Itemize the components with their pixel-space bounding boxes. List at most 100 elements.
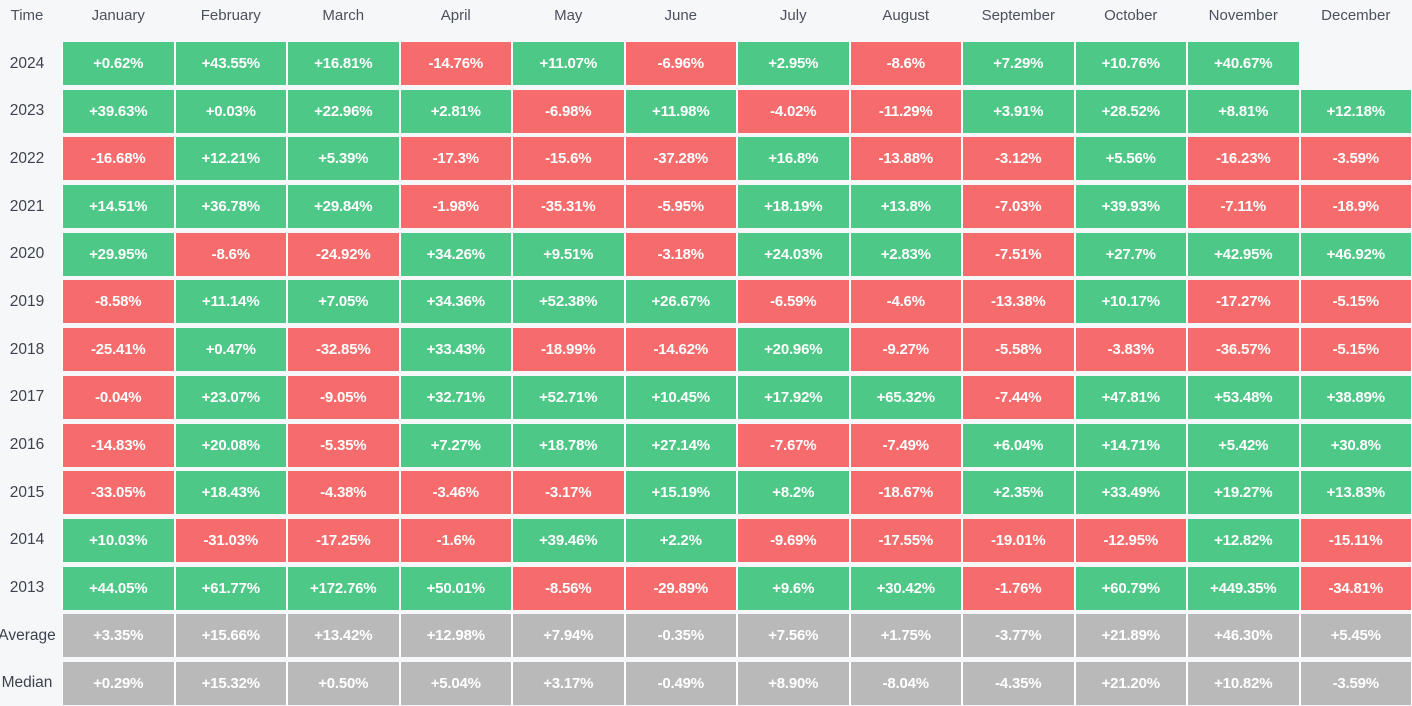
return-cell-2023-july: -4.02% <box>737 89 850 133</box>
return-cell-2019-may: +52.38% <box>512 280 625 324</box>
return-cell-2022-december: -3.59% <box>1299 137 1412 181</box>
row-label-2020: 2020 <box>9 245 45 263</box>
return-cell-2022-august: -13.88% <box>849 137 962 181</box>
return-cell-2024-april: -14.76% <box>399 42 512 85</box>
return-cell-2023-december: +12.18% <box>1299 89 1412 133</box>
table-row-2024: 2024 +0.62% +43.55% +16.81% -14.76% +11.07% -6… <box>0 42 1412 85</box>
return-cell-2017-august: +65.32% <box>849 375 962 419</box>
return-cell-2024-july: +2.95% <box>737 42 850 85</box>
return-cell-2018-august: -9.27% <box>849 328 962 372</box>
return-cell-average-january: +3.35% <box>62 614 175 658</box>
return-cell-2018-november: -36.57% <box>1187 328 1300 372</box>
return-cell-2019-april: +34.36% <box>399 280 512 324</box>
return-cell-2016-october: +14.71% <box>1074 423 1187 467</box>
return-cell-average-december: +5.45% <box>1299 614 1412 658</box>
return-cell-2017-january: -0.04% <box>62 375 175 419</box>
table-row-2023: 2023 +39.63% +0.03% +22.96% +2.81% -6.98% +11.… <box>0 89 1412 133</box>
return-cell-2019-november: -17.27% <box>1187 280 1300 324</box>
return-cell-2016-september: +6.04% <box>962 423 1075 467</box>
return-cell-2020-april: +34.26% <box>399 232 512 276</box>
return-cell-2023-may: -6.98% <box>512 89 625 133</box>
return-cell-2013-may: -8.56% <box>512 566 625 610</box>
return-cell-2014-august: -17.55% <box>849 518 962 562</box>
return-cell-2023-april: +2.81% <box>399 89 512 133</box>
return-cell-median-january: +0.29% <box>62 661 175 705</box>
return-cell-2015-january: -33.05% <box>62 471 175 515</box>
return-cell-average-november: +46.30% <box>1187 614 1300 658</box>
month-header-may: May <box>554 7 583 24</box>
table-row-average: Average +3.35% +15.66% +13.42% +12.98% +7.94%… <box>0 614 1412 658</box>
return-cell-2015-april: -3.46% <box>399 471 512 515</box>
return-cell-2019-january: -8.58% <box>62 280 175 324</box>
return-cell-2015-october: +33.49% <box>1074 471 1187 515</box>
return-cell-2014-march: -17.25% <box>287 518 400 562</box>
return-cell-2015-june: +15.19% <box>624 471 737 515</box>
return-cell-2015-november: +19.27% <box>1187 471 1300 515</box>
table-row-2014: 2014 +10.03% -31.03% -17.25% -1.6% +39.46% +2.… <box>0 518 1412 562</box>
return-cell-2018-october: -3.83% <box>1074 328 1187 372</box>
table-row-2016: 2016 -14.83% +20.08% -5.35% +7.27% +18.78% +27… <box>0 423 1412 467</box>
return-cell-2013-november: +449.35% <box>1187 566 1300 610</box>
return-cell-2022-september: -3.12% <box>962 137 1075 181</box>
return-cell-average-september: -3.77% <box>962 614 1075 658</box>
return-cell-2014-december: -15.11% <box>1299 518 1412 562</box>
row-label-2016: 2016 <box>9 436 45 453</box>
return-cell-2022-february: +12.21% <box>174 137 287 181</box>
table-row-2022: 2022 -16.68% +12.21% +5.39% -17.3% -15.6% -37.… <box>0 137 1412 181</box>
return-cell-2019-july: -6.59% <box>737 280 850 324</box>
return-cell-2016-march: -5.35% <box>287 423 400 467</box>
return-cell-median-july: +8.90% <box>737 661 850 705</box>
row-label-2013: 2013 <box>9 579 45 597</box>
row-label-2017: 2017 <box>9 388 45 406</box>
return-cell-2022-july: +16.8% <box>737 137 850 181</box>
return-cell-2020-july: +24.03% <box>737 232 850 276</box>
return-cell-2021-march: +29.84% <box>287 185 400 229</box>
return-cell-2013-february: +61.77% <box>174 566 287 610</box>
month-header-august: August <box>882 7 930 24</box>
return-cell-2016-august: -7.49% <box>849 423 962 467</box>
return-cell-2018-january: -25.41% <box>62 328 175 372</box>
return-cell-2020-march: -24.92% <box>287 232 400 276</box>
return-cell-2021-february: +36.78% <box>174 185 287 229</box>
return-cell-2022-november: -16.23% <box>1187 137 1300 181</box>
return-cell-2023-november: +8.81% <box>1187 89 1300 133</box>
return-cell-2024-march: +16.81% <box>287 42 400 85</box>
return-cell-median-march: +0.50% <box>287 661 400 705</box>
return-cell-2016-december: +30.8% <box>1299 423 1412 467</box>
return-cell-2013-march: +172.76% <box>287 566 400 610</box>
row-label-average: Average <box>0 626 56 644</box>
return-cell-2013-september: -1.76% <box>962 566 1075 610</box>
return-cell-2022-january: -16.68% <box>62 137 175 181</box>
return-cell-2020-september: -7.51% <box>962 232 1075 276</box>
return-cell-2015-august: -18.67% <box>849 471 962 515</box>
return-cell-2014-may: +39.46% <box>512 518 625 562</box>
return-cell-2024-august: -8.6% <box>849 42 962 85</box>
return-cell-2019-august: -4.6% <box>849 280 962 324</box>
return-cell-2017-september: -7.44% <box>962 375 1075 419</box>
return-cell-average-february: +15.66% <box>174 614 287 658</box>
time-column-header: Time <box>10 7 44 24</box>
return-cell-2014-october: -12.95% <box>1074 518 1187 562</box>
return-cell-2013-april: +50.01% <box>399 566 512 610</box>
return-cell-2017-june: +10.45% <box>624 375 737 419</box>
return-cell-2015-march: -4.38% <box>287 471 400 515</box>
return-cell-2022-october: +5.56% <box>1074 137 1187 181</box>
return-cell-2014-april: -1.6% <box>399 518 512 562</box>
return-cell-2014-september: -19.01% <box>962 518 1075 562</box>
return-cell-average-july: +7.56% <box>737 614 850 658</box>
return-cell-2017-february: +23.07% <box>174 375 287 419</box>
return-cell-2013-december: -34.81% <box>1299 566 1412 610</box>
return-cell-2020-january: +29.95% <box>62 232 175 276</box>
month-header-july: July <box>779 7 807 24</box>
return-cell-2018-june: -14.62% <box>624 328 737 372</box>
return-cell-2024-october: +10.76% <box>1074 42 1187 85</box>
return-cell-2018-march: -32.85% <box>287 328 400 372</box>
return-cell-2013-january: +44.05% <box>62 566 175 610</box>
row-label-2015: 2015 <box>9 483 45 501</box>
return-cell-2019-june: +26.67% <box>624 280 737 324</box>
return-cell-average-march: +13.42% <box>287 614 400 658</box>
return-cell-2017-april: +32.71% <box>399 375 512 419</box>
return-cell-2024-may: +11.07% <box>512 42 625 85</box>
return-cell-2023-june: +11.98% <box>624 89 737 133</box>
